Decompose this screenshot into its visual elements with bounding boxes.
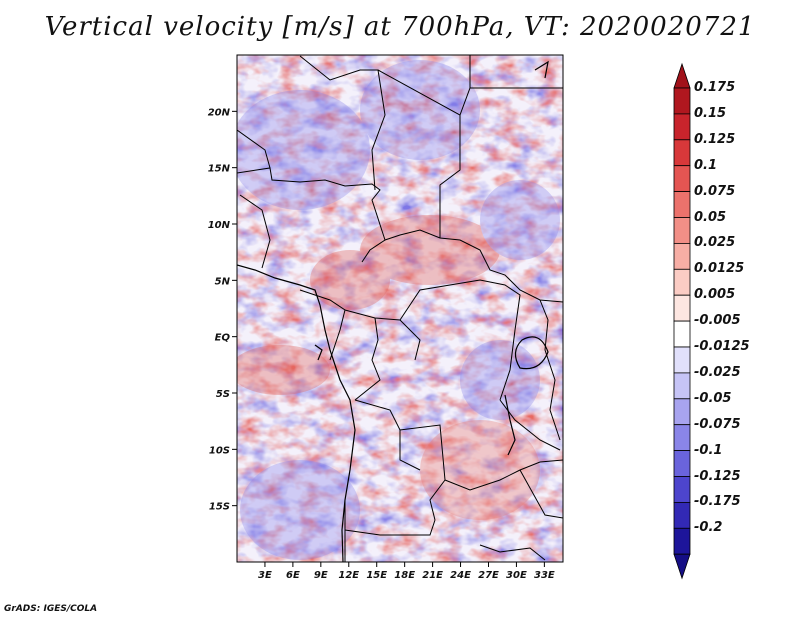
latitude-axis: 20N 15N 10N 5N EQ 5S 10S 15S [208, 107, 237, 513]
colorbar-level-label: 0.025 [694, 235, 736, 251]
colorbar-swatch [673, 268, 691, 296]
colorbar-level-label: -0.025 [694, 364, 741, 380]
country-borders [237, 55, 563, 562]
colorbar-level-label: -0.05 [694, 390, 732, 406]
lon-tick-label: 6E [286, 570, 300, 581]
colorbar-level-label: -0.075 [694, 416, 741, 432]
colorbar-swatch [673, 476, 691, 503]
lat-tick-label: 15S [209, 502, 230, 513]
lon-tick-label: 33E [534, 570, 555, 581]
colorbar-swatch [673, 217, 691, 244]
map-frame [236, 54, 564, 563]
colorbar-level-label: -0.125 [694, 468, 741, 484]
colorbar [673, 62, 691, 580]
colorbar-level-label: 0.05 [694, 209, 727, 225]
colorbar-level-label: 0.15 [694, 105, 727, 121]
lon-tick-label: 3E [258, 570, 272, 581]
lon-tick-label: 30E [506, 570, 527, 581]
colorbar-level-label: 0.005 [694, 287, 736, 303]
colorbar-level-label: 0.075 [694, 183, 736, 199]
colorbar-level-label: 0.125 [694, 131, 736, 147]
lat-tick-label: EQ [215, 333, 231, 344]
colorbar-swatch [673, 450, 691, 477]
colorbar-swatch [673, 424, 691, 452]
colorbar-swatch [673, 191, 691, 218]
colorbar-swatch [673, 372, 691, 400]
lat-tick-label: 10N [208, 220, 231, 231]
colorbar-swatch [673, 346, 691, 374]
lon-tick-label: 18E [394, 570, 415, 581]
colorbar-level-label: 0.0125 [694, 261, 745, 277]
colorbar-swatch [673, 294, 691, 322]
lon-tick-label: 27E [478, 570, 499, 581]
colorbar-level-label: -0.1 [694, 442, 723, 458]
lat-tick-label: 5N [215, 276, 231, 287]
colorbar-level-label: -0.2 [694, 520, 723, 536]
map-title: Vertical velocity [m/s] at 700hPa, VT: 2… [44, 12, 756, 42]
lat-tick-label: 5S [216, 389, 230, 400]
colorbar-min-extension [673, 553, 691, 580]
vertical-velocity-field [237, 55, 563, 562]
lat-tick-label: 15N [208, 164, 231, 175]
colorbar-swatch [673, 113, 691, 141]
grads-credit: GrADS: IGES/COLA [4, 604, 98, 614]
lat-tick-label: 10S [209, 445, 230, 456]
longitude-axis: 3E 6E 9E 12E 15E 18E 21E 24E 27E 30E 33E [258, 562, 555, 581]
colorbar-max-extension [673, 62, 691, 89]
colorbar-swatch [673, 398, 691, 426]
colorbar-level-label: -0.0125 [694, 339, 750, 354]
colorbar-swatch [673, 320, 691, 348]
lon-tick-label: 24E [450, 570, 471, 581]
colorbar-level-label: 0.175 [694, 80, 736, 95]
colorbar-swatch [673, 501, 691, 529]
lat-tick-label: 20N [208, 107, 231, 118]
colorbar-level-label: -0.175 [694, 494, 741, 510]
colorbar-swatch [673, 165, 691, 192]
lon-tick-label: 15E [366, 570, 387, 581]
colorbar-swatch [673, 527, 691, 555]
colorbar-level-label: -0.005 [694, 313, 741, 329]
colorbar-swatch [673, 242, 691, 270]
colorbar-swatch [673, 87, 691, 115]
colorbar-level-label: 0.1 [694, 157, 718, 173]
lon-tick-label: 21E [422, 570, 443, 581]
colorbar-swatch [673, 139, 691, 167]
lon-tick-label: 9E [314, 570, 328, 581]
coastline [237, 60, 549, 562]
lon-tick-label: 12E [338, 570, 359, 581]
